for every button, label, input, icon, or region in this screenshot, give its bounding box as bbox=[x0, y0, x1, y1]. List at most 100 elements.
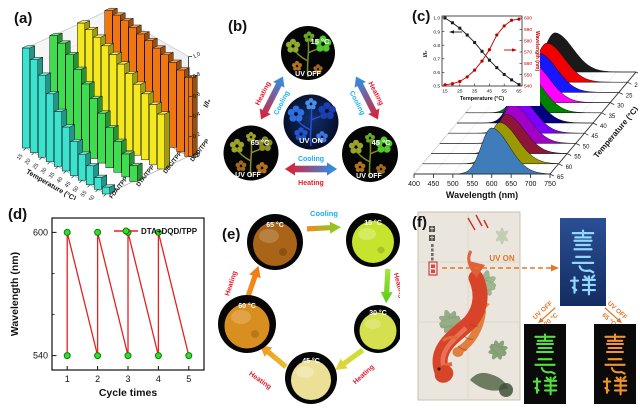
panel-f-label: (f) bbox=[412, 214, 427, 231]
svg-text:I/I₀: I/I₀ bbox=[423, 51, 429, 58]
uv-state-label: UV OFF bbox=[356, 173, 382, 180]
svg-text:25: 25 bbox=[457, 89, 463, 95]
heating-label: Heating bbox=[224, 270, 239, 297]
svg-text:4: 4 bbox=[156, 374, 161, 384]
uv-off-20C-card bbox=[524, 324, 566, 404]
svg-text:35: 35 bbox=[472, 89, 478, 95]
photo-circle-65C: 65 °C UV OFF bbox=[223, 125, 279, 181]
svg-text:45: 45 bbox=[64, 181, 72, 190]
panel-e-label: (e) bbox=[222, 226, 241, 243]
uv-state-label: UV OFF bbox=[235, 172, 261, 179]
ink-rock bbox=[499, 383, 513, 397]
powder-circle-65C: 65 °C bbox=[247, 214, 303, 270]
svg-text:45: 45 bbox=[487, 89, 493, 95]
uv-on-label: UV ON bbox=[489, 254, 515, 263]
svg-text:0.4: 0.4 bbox=[192, 111, 202, 120]
arrow-right-heating-cooling: Heating Cooling bbox=[348, 76, 384, 120]
svg-text:0.2: 0.2 bbox=[192, 131, 202, 140]
svg-text:I/I₀: I/I₀ bbox=[203, 98, 213, 109]
svg-text:0.5: 0.5 bbox=[433, 84, 440, 90]
calligraphy-art-green bbox=[532, 333, 558, 396]
svg-text:0.8: 0.8 bbox=[433, 43, 440, 49]
svg-text:650: 650 bbox=[505, 181, 517, 188]
panel-d-label: (d) bbox=[8, 206, 28, 223]
arrow-bottom-heating-cooling: Cooling Heating bbox=[284, 156, 338, 187]
svg-text:600: 600 bbox=[524, 16, 532, 22]
svg-text:30: 30 bbox=[617, 104, 624, 110]
powder-circle-60C: 60 °C bbox=[218, 295, 276, 353]
calligraphy-art-orange bbox=[602, 333, 628, 396]
svg-text:Wavelength (nm): Wavelength (nm) bbox=[446, 190, 518, 200]
svg-text:540: 540 bbox=[524, 84, 532, 90]
ink-rocks bbox=[470, 372, 508, 391]
uv-state-label: UV ON bbox=[299, 136, 323, 145]
svg-text:65: 65 bbox=[96, 199, 104, 200]
temp-label: 15 °C bbox=[364, 219, 382, 227]
svg-text:40: 40 bbox=[600, 124, 607, 130]
svg-text:0.9: 0.9 bbox=[433, 29, 440, 35]
temp-label: 45 °C bbox=[372, 138, 391, 147]
svg-text:0.6: 0.6 bbox=[433, 70, 440, 76]
svg-text:35: 35 bbox=[609, 114, 616, 120]
heating-label: Heating bbox=[392, 272, 400, 299]
arrow-heating-right bbox=[380, 268, 393, 303]
waterfall-spectra-chart: 6560555045403530252015400450500550600650… bbox=[408, 32, 638, 200]
heating-label: Heating bbox=[352, 364, 376, 386]
painting-calligraphy bbox=[429, 226, 435, 261]
svg-text:50: 50 bbox=[72, 185, 80, 194]
cycle-line-chart: 1 2 3 4 5 540 600 DTA+DQD/TPP Cycle times Wavelen… bbox=[9, 217, 205, 399]
svg-text:55: 55 bbox=[502, 89, 508, 95]
svg-text:550: 550 bbox=[466, 181, 478, 188]
svg-text:0.6: 0.6 bbox=[192, 91, 202, 100]
svg-text:750: 750 bbox=[544, 181, 556, 188]
photo-circle-45C: 45 °C UV OFF bbox=[342, 126, 398, 182]
cooling-label: Cooling bbox=[298, 156, 324, 163]
svg-text:450: 450 bbox=[428, 181, 440, 188]
panel-b-label: (b) bbox=[228, 18, 248, 35]
svg-text:45: 45 bbox=[591, 134, 598, 140]
svg-text:1.0: 1.0 bbox=[192, 51, 202, 60]
red-blossom-strokes bbox=[467, 214, 489, 231]
svg-text:5: 5 bbox=[186, 374, 191, 384]
leaf-frond bbox=[439, 309, 461, 335]
uv-photo-cycle: Heating Cooling Heating Cooling Cooling … bbox=[223, 26, 398, 187]
leaf-frond bbox=[488, 340, 508, 360]
svg-text:1: 1 bbox=[65, 374, 70, 384]
svg-text:500: 500 bbox=[447, 181, 459, 188]
uv-on-arrow: UV ON bbox=[442, 254, 559, 272]
temp-label: 60 °C bbox=[238, 302, 256, 310]
svg-text:600: 600 bbox=[486, 181, 498, 188]
cooling-label: Cooling bbox=[310, 209, 338, 218]
svg-text:65: 65 bbox=[557, 175, 564, 181]
svg-text:20: 20 bbox=[634, 83, 638, 89]
svg-text:50: 50 bbox=[583, 144, 590, 150]
svg-text:55: 55 bbox=[80, 190, 88, 199]
svg-text:Wavelength (nm): Wavelength (nm) bbox=[9, 252, 21, 336]
svg-text:3: 3 bbox=[125, 374, 130, 384]
calligraphy-art-blue bbox=[569, 229, 597, 296]
arrow-heating-bottom-left bbox=[259, 345, 288, 369]
anti-counterfeit-demo: UV ON UV OFF 20 °C UV OFF 65 °C bbox=[417, 211, 636, 404]
svg-text:65: 65 bbox=[516, 89, 522, 95]
koi-painting bbox=[417, 211, 521, 401]
uv-on-card bbox=[560, 218, 606, 306]
powder-circle-15C: 15 °C bbox=[346, 213, 400, 267]
arrow-heating-bottom-right bbox=[335, 347, 365, 370]
svg-text:40: 40 bbox=[56, 176, 64, 185]
svg-text:15: 15 bbox=[16, 153, 24, 162]
svg-text:590: 590 bbox=[524, 27, 532, 33]
svg-text:400: 400 bbox=[408, 181, 420, 188]
leaf-frond bbox=[495, 227, 509, 245]
temp-label: 30 °C bbox=[369, 309, 387, 317]
photo-circle-15C: 15 °C UV OFF bbox=[281, 26, 335, 80]
svg-text:15: 15 bbox=[442, 89, 448, 95]
arrow-cooling-top bbox=[306, 221, 341, 234]
temp-label: 65 °C bbox=[251, 138, 270, 147]
uv-off-65C-card bbox=[594, 324, 636, 404]
temp-label: 65 °C bbox=[266, 221, 284, 229]
bar3d-chart: 1520253035404550556065Temperature (°C)FD… bbox=[16, 7, 213, 200]
svg-text:0.8: 0.8 bbox=[192, 71, 202, 80]
powder-circle-45C: 45 °C bbox=[285, 352, 337, 404]
uv-state-label: UV OFF bbox=[295, 71, 321, 78]
svg-text:25: 25 bbox=[626, 93, 633, 99]
